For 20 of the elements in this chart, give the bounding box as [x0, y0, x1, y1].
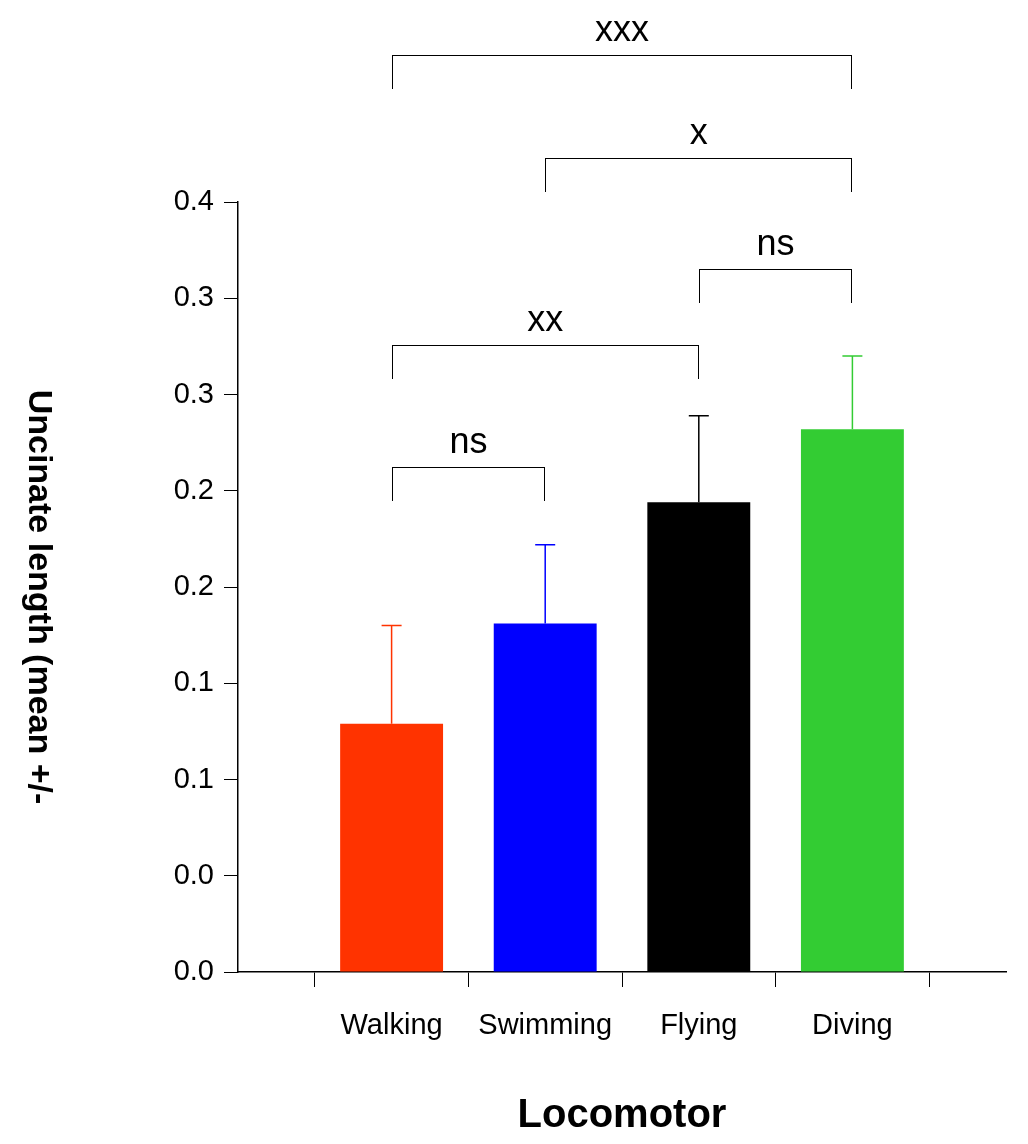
y-tick-label: 0.1 [173, 761, 214, 794]
x-tick-label: Flying [660, 1008, 738, 1041]
annotation: xx [526, 298, 565, 339]
x-tick-label: Diving [812, 1008, 893, 1041]
x-axis-title: Locomotor [517, 1091, 727, 1136]
y-tick-label: 0.0 [173, 954, 214, 986]
y-tick-label: 0.0 [173, 857, 214, 890]
y-tick-label: 0.1 [173, 665, 214, 698]
x-tick-label: Swimming [478, 1008, 613, 1041]
y-tick-label: 0.2 [173, 472, 214, 505]
y-axis-title: Uncinate length (mean +/- [21, 389, 60, 805]
x-tick-label: Walking [340, 1008, 443, 1041]
y-tick-label: 0.3 [173, 280, 214, 313]
annotation: ns [755, 222, 796, 263]
text: x [688, 111, 709, 152]
y-tick-label: 0.2 [173, 569, 214, 601]
y-tick-label: 0.4 [173, 184, 214, 216]
text: xxx [594, 8, 650, 49]
y-tick-label: 0.3 [173, 376, 214, 409]
annotation: ns [448, 420, 489, 461]
